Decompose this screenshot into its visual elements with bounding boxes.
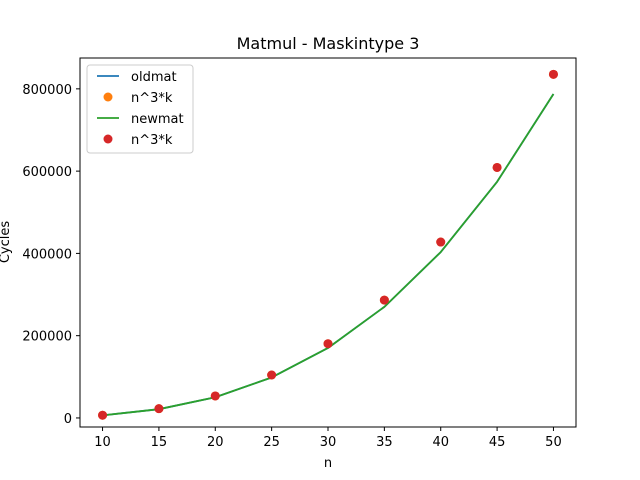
x-tick-label: 25: [263, 435, 280, 450]
data-point: [98, 410, 108, 420]
y-axis: 0 200000 400000 600000 800000: [22, 83, 80, 427]
y-tick-label: 600000: [22, 165, 72, 180]
data-point: [379, 295, 389, 305]
data-point: [548, 69, 558, 79]
x-axis: 10 15 20 25 30 35 40 45 50: [94, 427, 562, 450]
x-tick-label: 10: [94, 435, 111, 450]
x-axis-label: n: [324, 456, 332, 471]
y-tick-label: 800000: [22, 83, 72, 98]
x-tick-label: 45: [489, 435, 506, 450]
legend-label: oldmat: [131, 70, 177, 85]
legend-box: [86, 64, 194, 154]
x-tick-label: 15: [151, 435, 168, 450]
data-point: [323, 339, 333, 349]
y-tick-label: 0: [64, 412, 72, 427]
legend-label: newmat: [131, 112, 184, 127]
y-tick-label: 400000: [22, 247, 72, 262]
data-point: [210, 391, 220, 401]
data-point: [267, 370, 277, 380]
data-point: [154, 404, 164, 414]
y-tick-label: 200000: [22, 330, 72, 345]
x-tick-label: 50: [545, 435, 562, 450]
x-tick-label: 20: [207, 435, 224, 450]
x-tick-label: 40: [432, 435, 449, 450]
legend-label: n^3*k: [131, 91, 173, 106]
legend-marker-swatch: [103, 92, 113, 102]
plot-area: [98, 69, 558, 420]
y-axis-label: Cycles: [0, 221, 13, 264]
x-tick-label: 30: [320, 435, 337, 450]
legend: oldmat n^3*k newmat n^3*k: [86, 64, 194, 154]
legend-marker-swatch: [103, 134, 113, 144]
data-point: [436, 237, 446, 247]
legend-label: n^3*k: [131, 133, 173, 148]
x-tick-label: 35: [376, 435, 393, 450]
data-point: [492, 162, 502, 172]
chart-title: Matmul - Maskintype 3: [237, 34, 420, 53]
